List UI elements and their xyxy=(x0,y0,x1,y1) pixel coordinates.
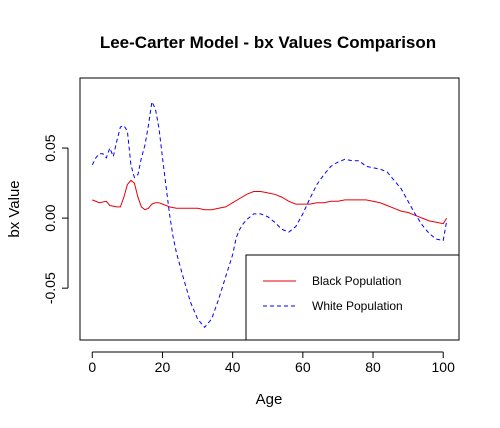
y-axis-label: bx Value xyxy=(6,180,23,237)
x-tick-label: 0 xyxy=(88,359,96,375)
x-tick-label: 60 xyxy=(295,359,311,375)
x-tick-label: 100 xyxy=(432,359,456,375)
series-line-black-population xyxy=(92,179,448,225)
legend: Black Population White Population xyxy=(245,254,460,341)
x-tick-label: 40 xyxy=(225,359,241,375)
legend-label-black-population: Black Population xyxy=(312,274,401,288)
chart-title: Lee-Carter Model - bx Values Comparison xyxy=(100,33,436,52)
y-tick-label: -0.05 xyxy=(42,272,58,304)
legend-label-white-population: White Population xyxy=(312,299,403,313)
x-tick-label: 80 xyxy=(365,359,381,375)
x-axis-label: Age xyxy=(256,391,283,408)
y-axis: -0.05 0.00 0.05 xyxy=(42,134,69,304)
x-axis: 0 20 40 60 80 100 xyxy=(88,351,456,375)
y-tick-label: 0.00 xyxy=(42,204,58,231)
x-tick-label: 20 xyxy=(155,359,171,375)
series-layer xyxy=(91,100,448,329)
legend-box xyxy=(245,254,460,341)
series-line-white-population xyxy=(91,100,448,329)
y-tick-label: 0.05 xyxy=(42,134,58,161)
